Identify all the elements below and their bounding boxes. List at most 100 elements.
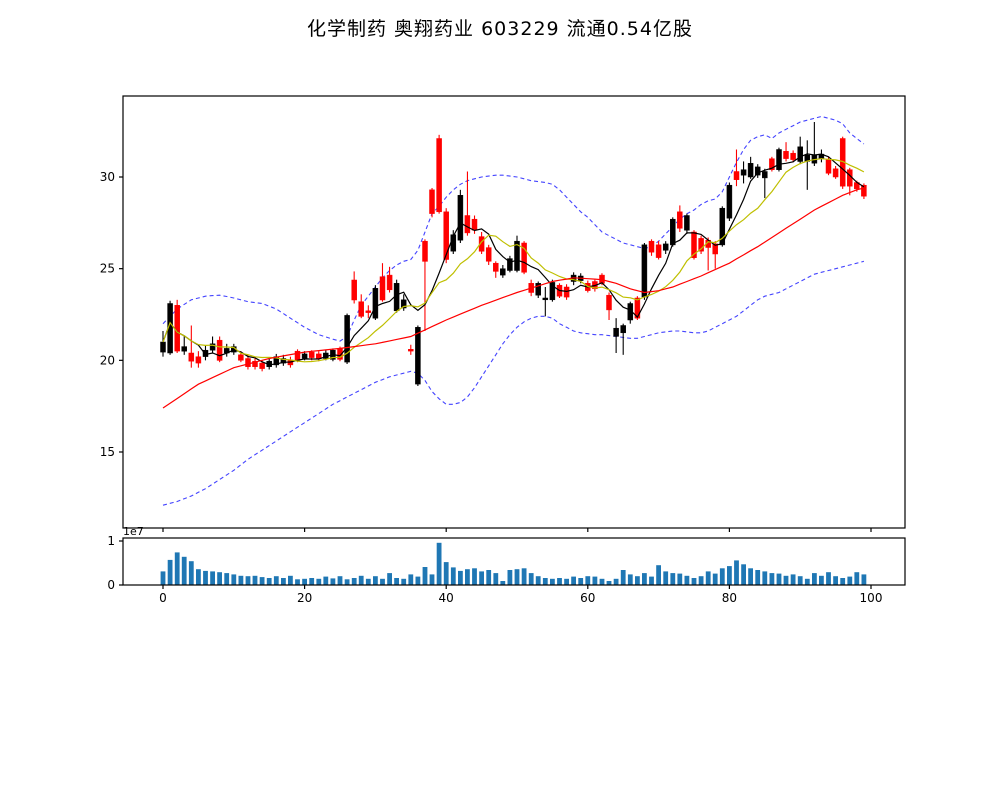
volume-bar [712,573,718,585]
candle-body [478,236,485,252]
x-tick-label: 20 [297,591,312,605]
volume-bar [160,571,166,585]
candle-body [429,189,435,214]
volume-bar [273,576,279,585]
candle-body [358,301,364,317]
candle-body [719,207,726,246]
volume-y-tick-label: 0 [107,578,115,592]
candle-body [485,247,492,262]
volume-bar [465,569,470,585]
candle-body [252,360,258,367]
volume-bar [854,572,860,585]
candle-body [747,163,754,178]
volume-bar [826,572,831,585]
volume-bar [401,578,407,585]
candle-body [245,358,251,367]
candle-body [634,297,641,319]
volume-bar [493,573,499,585]
candle-body [783,151,789,159]
candle-body [365,310,372,313]
candle-body [620,325,626,334]
volume-bar [486,570,492,585]
volume-bar [231,574,237,585]
volume-bar [592,576,598,585]
volume-bar [479,571,484,585]
candle-body [712,243,718,255]
volume-bar [394,578,399,585]
candle-body [762,171,768,179]
volume-bar [790,574,796,585]
volume-bar [585,576,591,585]
volume-bar [535,576,541,585]
main-y-tick-label: 20 [100,353,115,367]
candle-body [464,215,471,234]
candle-body [379,276,386,301]
volume-bar [727,566,732,585]
main-y-tick-label: 25 [100,262,115,276]
candle-body [613,327,619,337]
volume-bar [351,578,357,585]
volume-bar [514,569,520,585]
volume-bar [323,576,329,585]
x-tick-label: 100 [860,591,883,605]
candle-body [606,294,612,311]
candle-body [790,152,796,160]
chart-title: 化学制药 奥翔药业 603229 流通0.54亿股 [307,18,693,40]
volume-bar [337,576,343,585]
main-y-tick-label: 30 [100,170,115,184]
volume-bar [620,570,626,585]
candle-body [677,211,683,229]
volume-bar [422,567,428,585]
volume-bar [741,564,746,585]
candle-body [832,168,839,178]
candle-body [493,262,499,272]
candle-body [457,195,464,241]
candle-body [372,288,379,319]
volume-bar [188,561,194,585]
candle-body [160,341,166,353]
candle-body [670,218,676,246]
volume-bar [542,578,548,585]
candle-body [733,171,740,180]
candle-body [507,258,513,271]
candle-body [415,327,421,385]
candle-body [408,349,414,352]
candle-body [521,242,527,273]
main-y-tick-label: 15 [100,445,115,459]
volume-bar [613,578,619,585]
candle-body [797,146,803,162]
candle-body [500,268,506,276]
candle-body [648,240,655,253]
volume-bar [762,571,768,585]
volume-bar [642,573,647,585]
candle-body [535,283,541,296]
candle-body [344,315,350,363]
volume-bar [167,559,173,585]
volume-bar [571,576,576,585]
volume-bar [627,574,633,585]
candle-body [400,299,407,309]
candle-body [542,297,549,301]
candle-body [238,354,244,361]
volume-bar [705,571,711,585]
volume-bar [606,581,612,585]
volume-bar [599,578,605,585]
volume-bar [288,575,293,585]
volume-bar [458,570,463,585]
volume-bar [861,574,867,585]
candle-body [216,339,223,361]
candle-body [308,351,315,358]
volume-bar [840,578,846,585]
volume-bar [295,579,300,585]
ma-short-line [162,153,865,366]
candle-body [740,169,747,176]
volume-bar [380,578,385,585]
candle-body [754,166,761,176]
volume-bar [309,578,315,585]
volume-bar [450,567,456,585]
x-tick-label: 0 [159,591,167,605]
candle-body [726,184,733,219]
candle-body [698,238,704,252]
volume-bar [550,578,555,585]
